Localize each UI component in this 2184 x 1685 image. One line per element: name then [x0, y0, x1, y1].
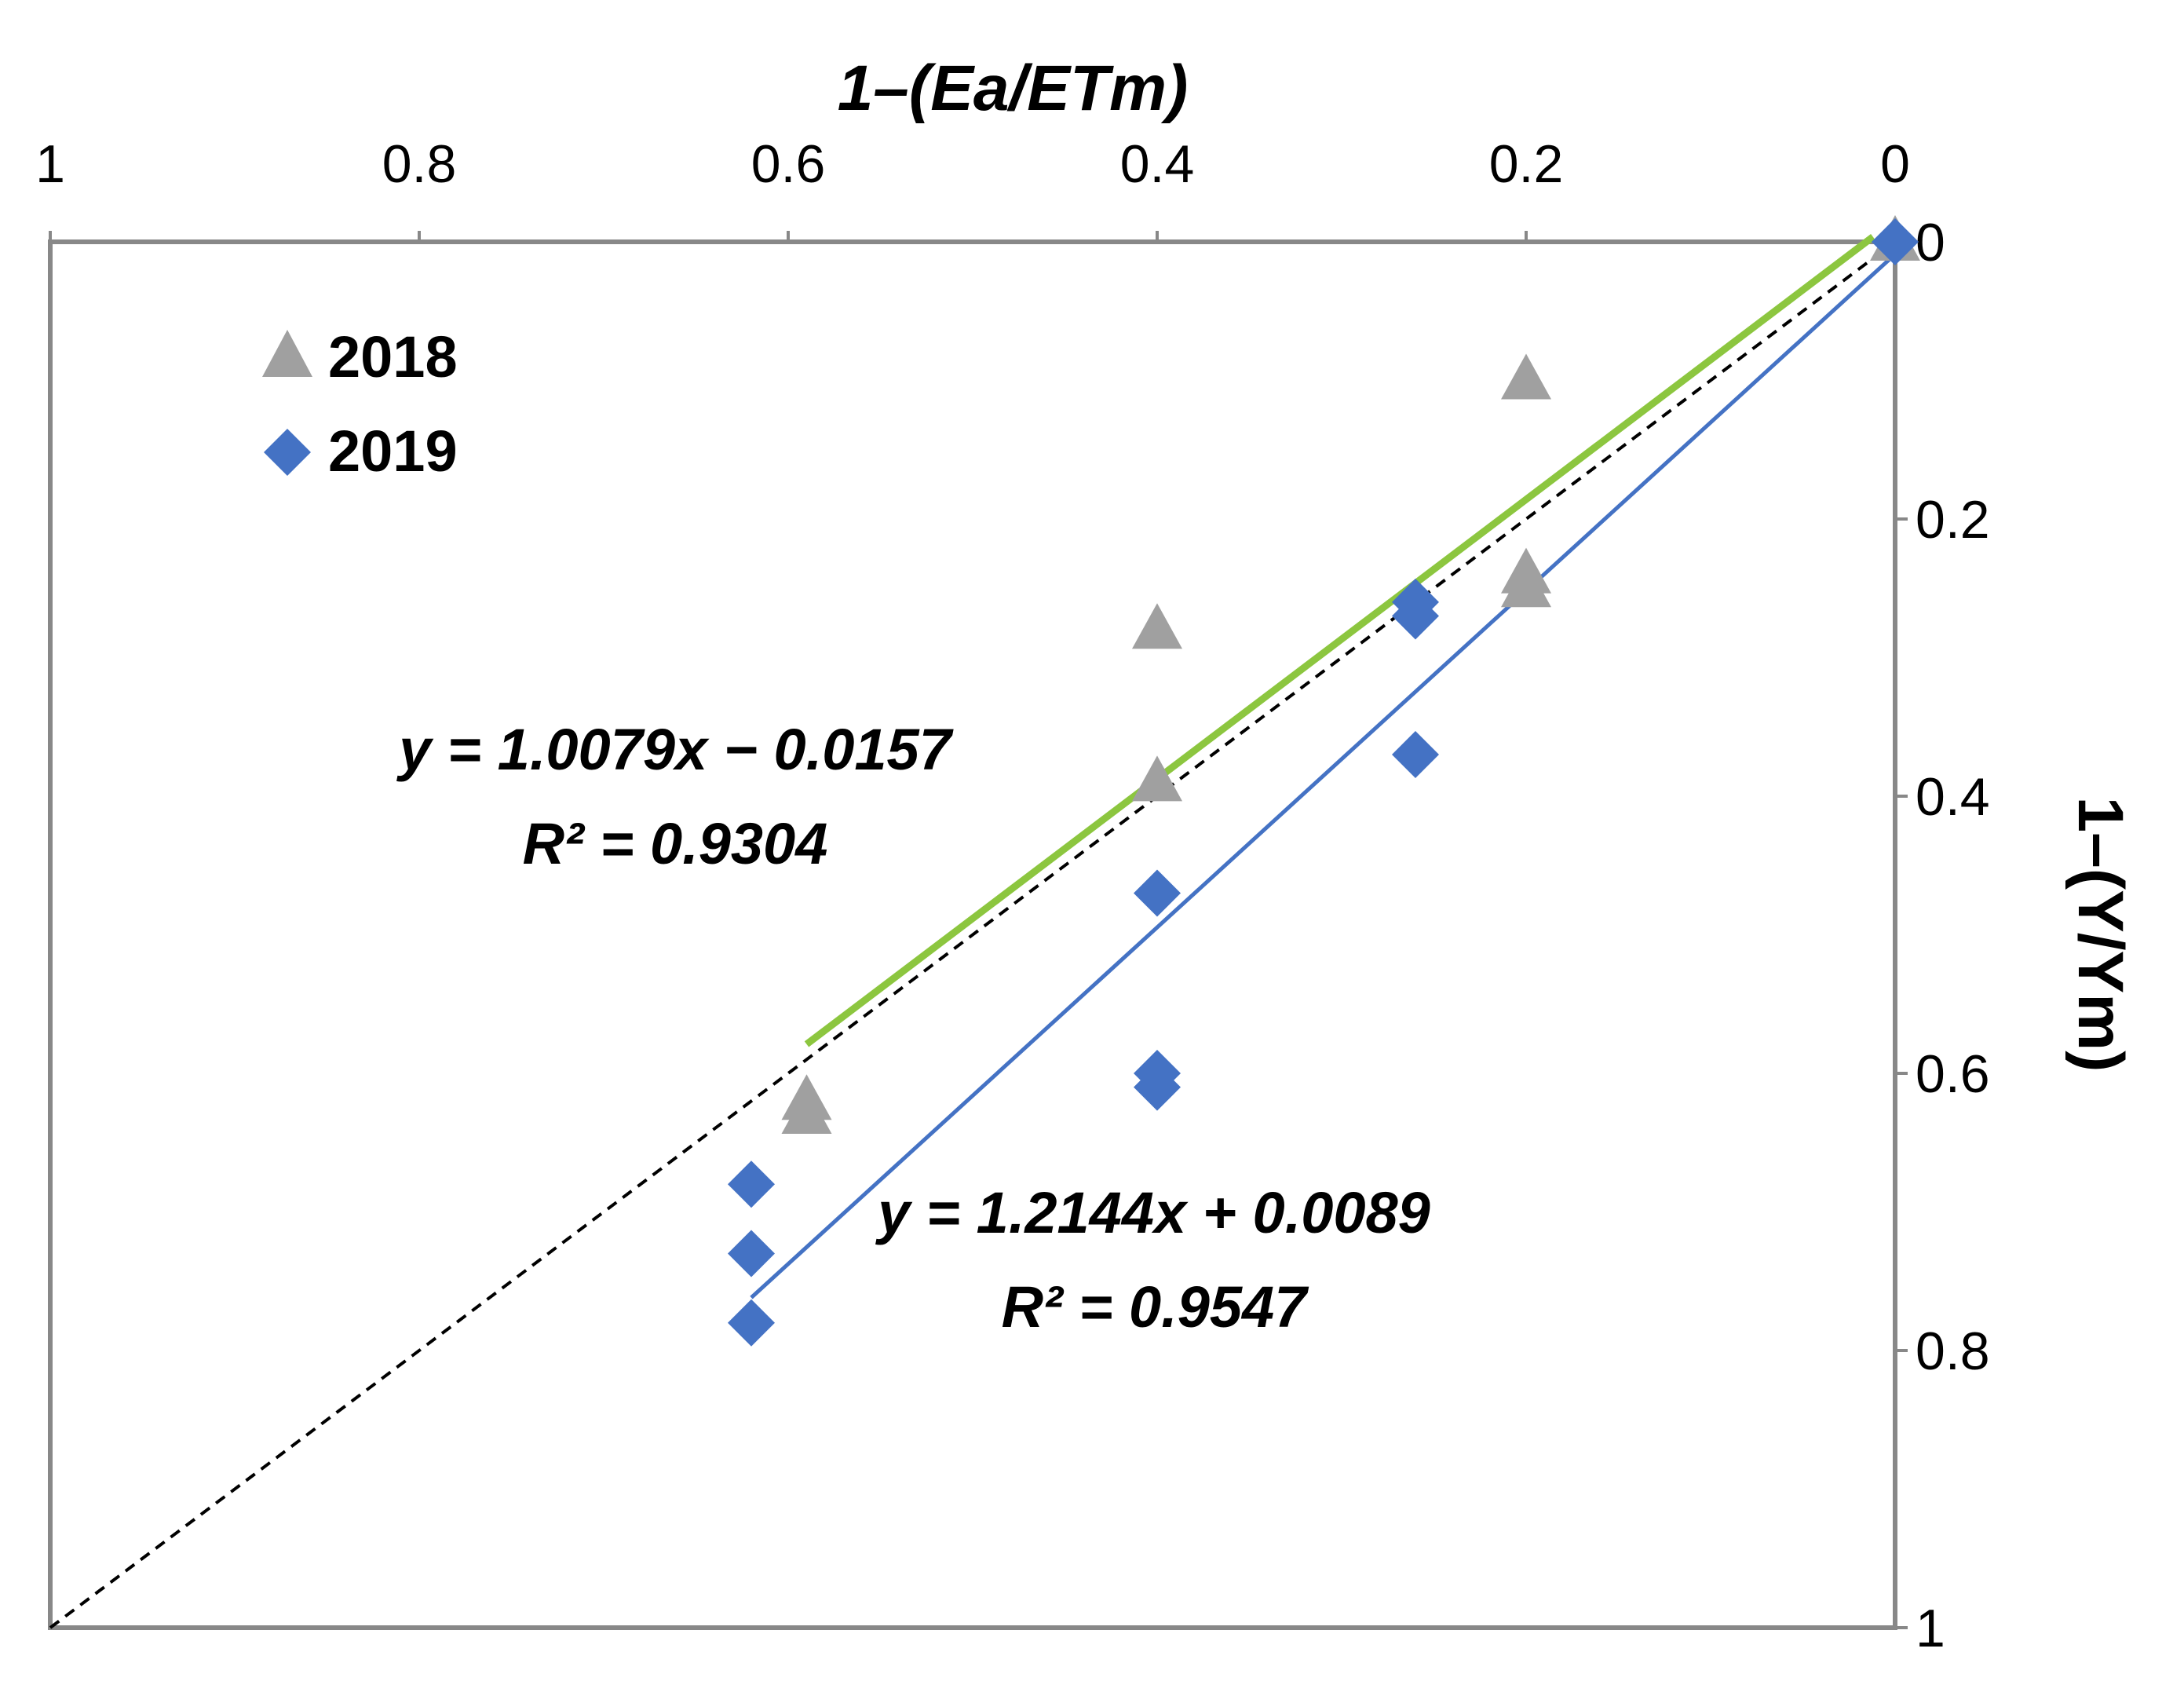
point-2019: [1134, 1063, 1181, 1111]
point-2019: [728, 1299, 775, 1347]
point-2019: [1134, 869, 1181, 917]
equation-2019-formula: y = 1.2144x + 0.0089: [875, 1180, 1430, 1245]
x-tick-label: 0.2: [1489, 134, 1564, 194]
point-2018: [1132, 603, 1182, 649]
legend-label-2019: 2019: [328, 419, 458, 484]
point-2019: [728, 1160, 775, 1208]
trendline-2018: [804, 234, 1875, 1047]
series-2018-points: [781, 215, 1920, 1134]
y-axis: 0 0.2 0.4 0.6 0.8 1 1–(Y/Ym): [1895, 213, 2136, 1658]
trendline-2019: [750, 252, 1897, 1299]
y-tick-label: 0.2: [1916, 490, 1990, 550]
point-2018: [781, 1087, 832, 1134]
x-axis: 1 0.8 0.6 0.4 0.2 0 1–(Ea/ETm): [35, 53, 1910, 242]
point-2019: [1872, 218, 1919, 265]
y-tick-label: 0.8: [1916, 1321, 1990, 1381]
x-tick-label: 0.8: [382, 134, 457, 194]
y-tick-label: 0.4: [1916, 767, 1990, 827]
y-tick-label: 0.6: [1916, 1044, 1990, 1104]
x-axis-title: 1–(Ea/ETm): [838, 53, 1189, 124]
point-2019: [1392, 731, 1439, 779]
point-2018: [1132, 755, 1182, 802]
x-tick-label: 0: [1880, 134, 1910, 194]
point-2018: [1501, 561, 1551, 608]
y-tick-label: 1: [1916, 1599, 1945, 1658]
x-tick-label: 1: [35, 134, 65, 194]
x-tick-label: 0.4: [1120, 134, 1195, 194]
equation-2018-formula: y = 1.0079x − 0.0157: [396, 717, 954, 782]
equation-2019: y = 1.2144x + 0.0089 R² = 0.9547: [875, 1180, 1430, 1340]
point-2019: [728, 1230, 775, 1277]
legend-marker-2019: [264, 429, 311, 476]
series-2019-points: [728, 218, 1919, 1347]
equation-2018: y = 1.0079x − 0.0157 R² = 0.9304: [396, 717, 954, 876]
equation-2018-r2: R² = 0.9304: [523, 811, 828, 876]
point-2018: [1501, 353, 1551, 400]
legend: 2018 2019: [262, 324, 458, 484]
x-tick-label: 0.6: [751, 134, 826, 194]
plot-frame: [48, 239, 1897, 1630]
equation-2019-r2: R² = 0.9547: [1002, 1274, 1310, 1340]
legend-marker-2018: [262, 330, 312, 377]
y-axis-title: 1–(Y/Ym): [2065, 797, 2136, 1073]
legend-label-2018: 2018: [328, 324, 458, 389]
reference-line-1to1: [49, 240, 1897, 1629]
point-2019: [1392, 592, 1439, 640]
y-tick-label: 0: [1916, 213, 1945, 272]
